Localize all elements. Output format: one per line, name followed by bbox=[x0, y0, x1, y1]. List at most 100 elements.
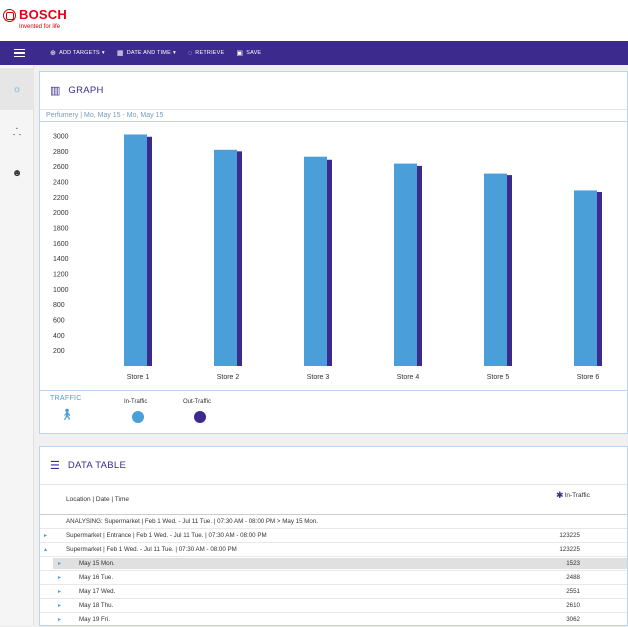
expand-toggle-icon[interactable]: ▸ bbox=[58, 617, 62, 623]
table-row[interactable]: ▸ May 15 Mon. 1523 bbox=[40, 557, 627, 571]
analysing-text: ANALYSING: Supermarket | Feb 1 Wed. - Ju… bbox=[66, 518, 319, 525]
bar-out-traffic[interactable] bbox=[326, 159, 332, 366]
y-tick-label: 1200 bbox=[53, 272, 69, 279]
hierarchy-icon: ⸫ bbox=[12, 127, 22, 138]
plus-circle-icon: ⊕ bbox=[50, 50, 57, 57]
row-in-traffic-value: 123225 bbox=[559, 546, 580, 553]
table-row[interactable]: ▸ May 18 Thu. 2610 bbox=[40, 599, 627, 613]
expand-toggle-icon[interactable]: ▴ bbox=[44, 547, 48, 553]
legend-in-traffic-dot[interactable] bbox=[132, 411, 144, 423]
bar-in-traffic[interactable] bbox=[394, 163, 417, 366]
date-and-time-button[interactable]: ▦ DATE AND TIME ▾ bbox=[117, 49, 176, 57]
bosch-armature-icon bbox=[3, 9, 16, 22]
y-tick-label: 2400 bbox=[53, 180, 69, 187]
column-in-traffic-label: In-Traffic bbox=[564, 492, 590, 499]
expand-toggle-icon[interactable]: ▸ bbox=[58, 575, 62, 581]
y-tick-label: 1000 bbox=[53, 287, 69, 294]
column-location[interactable]: Location | Date | Time bbox=[66, 496, 129, 503]
data-table-header: ☰ DATA TABLE bbox=[40, 447, 627, 485]
bar-in-traffic[interactable] bbox=[304, 156, 327, 366]
dropdown-caret-icon: ▾ bbox=[172, 50, 176, 56]
row-in-traffic-value: 1523 bbox=[566, 560, 580, 567]
y-tick-label: 800 bbox=[53, 302, 65, 309]
top-bar: BOSCH Invented for life bbox=[0, 0, 628, 41]
x-tick-label: Store 4 bbox=[397, 374, 420, 381]
row-in-traffic-value: 2488 bbox=[566, 574, 580, 581]
table-row[interactable]: ▸ May 16 Tue. 2488 bbox=[40, 571, 627, 585]
save-icon: ▣ bbox=[236, 50, 244, 57]
expand-toggle-icon[interactable]: ▸ bbox=[58, 589, 62, 595]
retrieve-label: RETRIEVE bbox=[195, 50, 225, 56]
dropdown-caret-icon: ▾ bbox=[101, 50, 105, 56]
save-label: SAVE bbox=[246, 50, 262, 56]
table-row[interactable]: ▸ May 17 Wed. 2551 bbox=[40, 585, 627, 599]
refresh-icon: ◌ bbox=[187, 49, 193, 57]
row-label: May 15 Mon. bbox=[79, 560, 115, 567]
menu-icon[interactable] bbox=[0, 48, 38, 58]
graph-panel: ▥ GRAPH Perfumery | Mo, May 15 - Mo, May… bbox=[39, 71, 628, 434]
legend-out-traffic-dot[interactable] bbox=[194, 411, 206, 423]
bar-out-traffic[interactable] bbox=[416, 165, 422, 366]
bar-in-traffic[interactable] bbox=[574, 190, 597, 366]
user-circle-icon: ☻ bbox=[11, 167, 23, 179]
graph-subtitle: Perfumery | Mo, May 15 - Mo, May 15 bbox=[40, 110, 627, 122]
bar-out-traffic[interactable] bbox=[596, 191, 602, 366]
legend-title: TRAFFIC bbox=[50, 395, 82, 402]
row-label: Supermarket | Entrance | Feb 1 Wed. - Ju… bbox=[66, 532, 267, 539]
bar-out-traffic[interactable] bbox=[506, 175, 512, 366]
sidebar-item-profile[interactable]: ☻ bbox=[0, 152, 34, 194]
x-tick-label: Store 3 bbox=[307, 374, 330, 381]
y-tick-label: 1600 bbox=[53, 241, 69, 248]
y-tick-label: 2600 bbox=[53, 164, 69, 171]
legend-in-traffic-label: In-Traffic bbox=[124, 399, 148, 405]
x-tick-label: Store 5 bbox=[487, 374, 510, 381]
bar-in-traffic[interactable] bbox=[214, 149, 237, 366]
sidebar: ☼ ⸫ ☻ bbox=[0, 65, 34, 625]
y-tick-label: 1400 bbox=[53, 256, 69, 263]
walking-person-icon: ✱ bbox=[556, 490, 564, 500]
walking-person-icon: 🚶︎ bbox=[60, 409, 74, 421]
row-in-traffic-value: 2551 bbox=[566, 588, 580, 595]
y-tick-label: 200 bbox=[53, 348, 65, 355]
analysing-row: ANALYSING: Supermarket | Feb 1 Wed. - Ju… bbox=[40, 515, 627, 529]
bar-out-traffic[interactable] bbox=[236, 151, 242, 366]
date-and-time-label: DATE AND TIME bbox=[126, 50, 171, 56]
expand-toggle-icon[interactable]: ▸ bbox=[44, 533, 48, 539]
bosch-logo[interactable]: BOSCH bbox=[3, 8, 67, 22]
row-label: May 18 Thu. bbox=[79, 602, 114, 609]
table-header-row: Location | Date | Time ✱ In-Traffic bbox=[40, 485, 627, 515]
y-tick-label: 2800 bbox=[53, 149, 69, 156]
y-tick-label: 2200 bbox=[53, 195, 69, 202]
graph-title: GRAPH bbox=[68, 85, 104, 96]
traffic-bar-chart: 200 400 600 800 1000 1200 1400 1600 1800 2000 2200… bbox=[53, 134, 602, 381]
chart-legend: TRAFFIC 🚶︎ In-Traffic Out-Traffic bbox=[40, 390, 627, 433]
row-label: May 16 Tue. bbox=[79, 574, 114, 581]
graph-header: ▥ GRAPH bbox=[40, 72, 627, 110]
table-row[interactable]: ▸ Supermarket | Entrance | Feb 1 Wed. - J… bbox=[40, 529, 627, 543]
y-tick-label: 3000 bbox=[53, 134, 69, 141]
chart-area: 200 400 600 800 1000 1200 1400 1600 1800 2000 2200… bbox=[40, 122, 627, 390]
save-button[interactable]: ▣ SAVE bbox=[236, 49, 261, 57]
add-targets-button[interactable]: ⊕ ADD TARGETS ▾ bbox=[50, 49, 105, 57]
expand-toggle-icon[interactable]: ▸ bbox=[58, 603, 62, 609]
brand-name: BOSCH bbox=[19, 7, 67, 22]
row-label: May 17 Wed. bbox=[79, 588, 116, 595]
sidebar-item-insights[interactable]: ☼ bbox=[0, 68, 34, 110]
x-tick-label: Store 2 bbox=[217, 374, 240, 381]
column-in-traffic[interactable]: ✱ In-Traffic bbox=[556, 490, 590, 501]
bar-out-traffic[interactable] bbox=[146, 136, 152, 366]
row-in-traffic-value: 2610 bbox=[566, 602, 580, 609]
row-in-traffic-value: 3062 bbox=[566, 616, 580, 623]
brand-tagline: Invented for life bbox=[19, 24, 61, 30]
bar-in-traffic[interactable] bbox=[124, 134, 147, 366]
x-tick-label: Store 6 bbox=[577, 374, 600, 381]
expand-toggle-icon[interactable]: ▸ bbox=[58, 561, 62, 567]
bar-in-traffic[interactable] bbox=[484, 173, 507, 366]
row-label: Supermarket | Feb 1 Wed. - Jul 11 Tue. |… bbox=[66, 546, 237, 553]
sidebar-item-hierarchy[interactable]: ⸫ bbox=[0, 110, 34, 152]
data-table-panel: ☰ DATA TABLE Location | Date | Time ✱ In… bbox=[39, 446, 628, 627]
retrieve-button[interactable]: ◌ RETRIEVE bbox=[188, 50, 224, 57]
y-tick-label: 1800 bbox=[53, 226, 69, 233]
add-targets-label: ADD TARGETS bbox=[59, 50, 100, 56]
table-row[interactable]: ▴ Supermarket | Feb 1 Wed. - Jul 11 Tue. … bbox=[40, 543, 627, 557]
